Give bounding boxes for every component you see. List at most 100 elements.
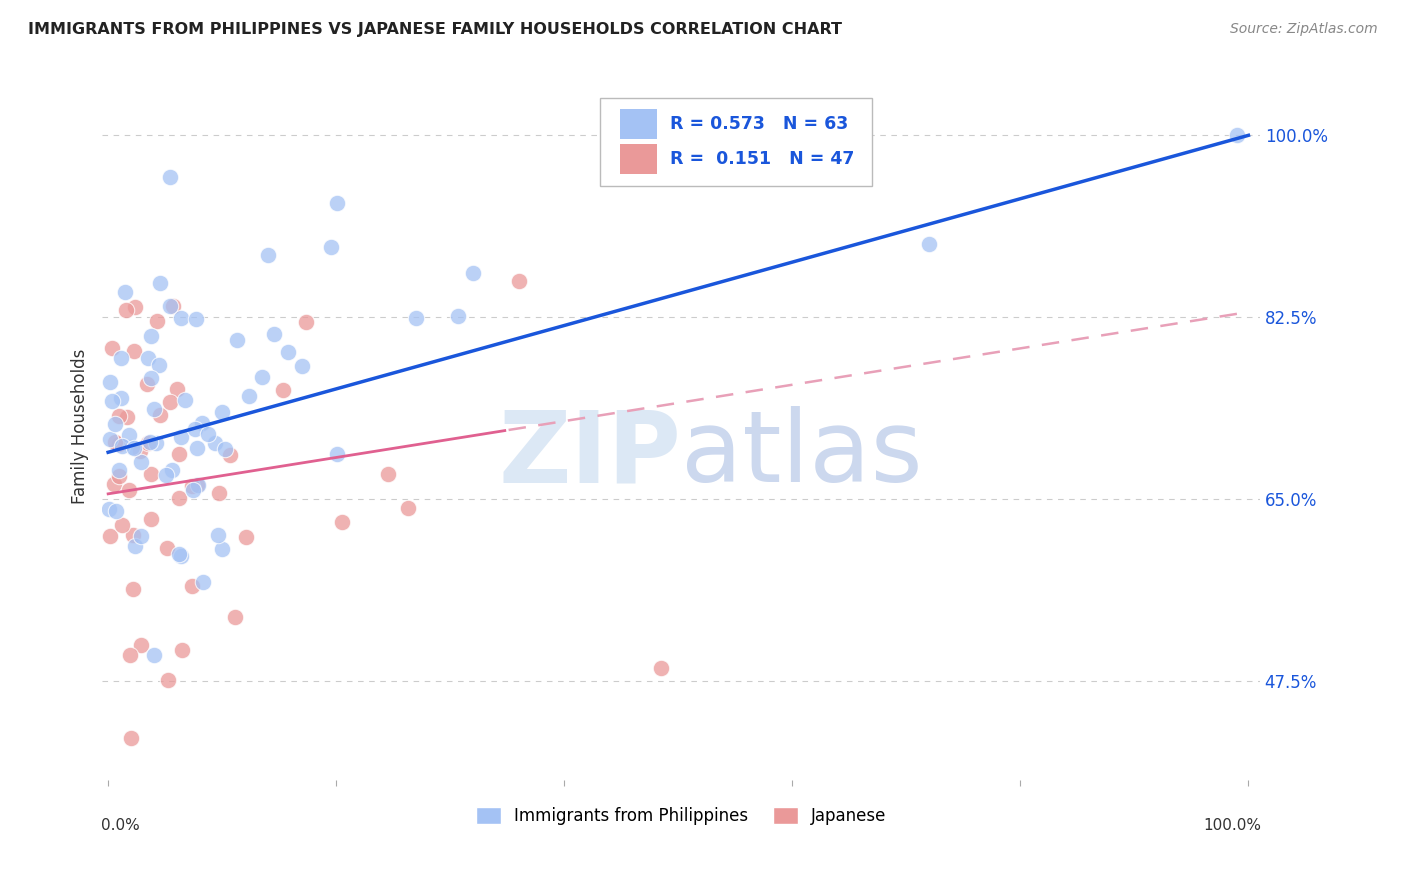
Point <box>204 435 226 450</box>
Point <box>139 467 162 481</box>
Point <box>155 468 177 483</box>
Point <box>120 731 142 745</box>
Point <box>156 541 179 555</box>
Point <box>191 575 214 590</box>
Bar <box>620 145 657 174</box>
Point <box>159 169 181 184</box>
Point <box>273 383 295 397</box>
Point <box>101 342 124 356</box>
Point <box>330 515 353 529</box>
Point <box>115 410 138 425</box>
Text: atlas: atlas <box>681 406 922 503</box>
Point <box>121 441 143 455</box>
Point <box>650 661 672 675</box>
Point <box>159 299 181 313</box>
Point <box>238 389 260 403</box>
Point <box>148 358 170 372</box>
Point <box>98 432 121 446</box>
Point <box>224 610 246 624</box>
Point <box>447 309 470 323</box>
Point <box>170 310 193 325</box>
Point <box>129 444 152 458</box>
Point <box>110 439 132 453</box>
Point <box>143 648 166 662</box>
Point <box>141 371 163 385</box>
Point <box>149 408 172 422</box>
Point <box>167 447 190 461</box>
Point <box>145 435 167 450</box>
Point <box>108 436 131 450</box>
Point <box>103 435 125 450</box>
Point <box>461 266 484 280</box>
Point <box>170 642 193 657</box>
Point <box>169 430 191 444</box>
Point <box>277 345 299 359</box>
Point <box>143 402 166 417</box>
Point <box>145 314 167 328</box>
Point <box>101 394 124 409</box>
Point <box>377 467 399 481</box>
Bar <box>620 109 657 138</box>
Point <box>100 528 122 542</box>
Y-axis label: Family Households: Family Households <box>72 349 89 504</box>
Text: R =  0.151   N = 47: R = 0.151 N = 47 <box>669 150 853 169</box>
Point <box>98 502 121 516</box>
Text: R = 0.573   N = 63: R = 0.573 N = 63 <box>669 115 848 133</box>
Text: Source: ZipAtlas.com: Source: ZipAtlas.com <box>1230 22 1378 37</box>
Point <box>918 237 941 252</box>
Point <box>167 547 190 561</box>
Point <box>162 299 184 313</box>
Point <box>326 447 349 461</box>
Point <box>162 463 184 477</box>
Point <box>107 409 129 424</box>
Point <box>211 405 233 419</box>
Point <box>122 343 145 358</box>
Point <box>186 312 208 326</box>
Point <box>121 582 143 596</box>
Point <box>187 478 209 492</box>
Point <box>218 448 240 462</box>
Point <box>139 435 162 450</box>
Point <box>129 455 152 469</box>
Point <box>166 382 188 396</box>
Point <box>181 483 204 497</box>
Point <box>136 436 159 450</box>
Text: 0.0%: 0.0% <box>101 819 141 833</box>
Point <box>186 441 208 455</box>
Point <box>183 422 205 436</box>
Point <box>1226 128 1249 143</box>
Point <box>252 369 274 384</box>
Point <box>108 468 131 483</box>
Point <box>129 638 152 652</box>
Point <box>207 527 229 541</box>
Point <box>111 517 134 532</box>
Point <box>405 310 427 325</box>
Point <box>197 427 219 442</box>
Point <box>180 479 202 493</box>
Point <box>181 579 204 593</box>
Point <box>186 478 208 492</box>
Point <box>208 486 231 500</box>
Point <box>104 417 127 431</box>
Point <box>211 542 233 557</box>
Text: ZIP: ZIP <box>498 406 681 503</box>
Point <box>141 512 163 526</box>
Point <box>136 351 159 365</box>
Point <box>226 333 249 347</box>
Point <box>122 442 145 456</box>
Point <box>110 391 132 405</box>
Point <box>156 673 179 687</box>
Text: 100.0%: 100.0% <box>1204 819 1261 833</box>
Point <box>169 549 191 564</box>
Point <box>396 500 419 515</box>
Point <box>103 477 125 491</box>
Point <box>159 395 181 409</box>
Point <box>325 195 347 210</box>
Point <box>174 392 197 407</box>
Point <box>295 315 318 329</box>
Point <box>149 277 172 291</box>
Point <box>136 377 159 392</box>
Point <box>319 240 342 254</box>
Point <box>108 463 131 477</box>
Point <box>117 428 139 442</box>
